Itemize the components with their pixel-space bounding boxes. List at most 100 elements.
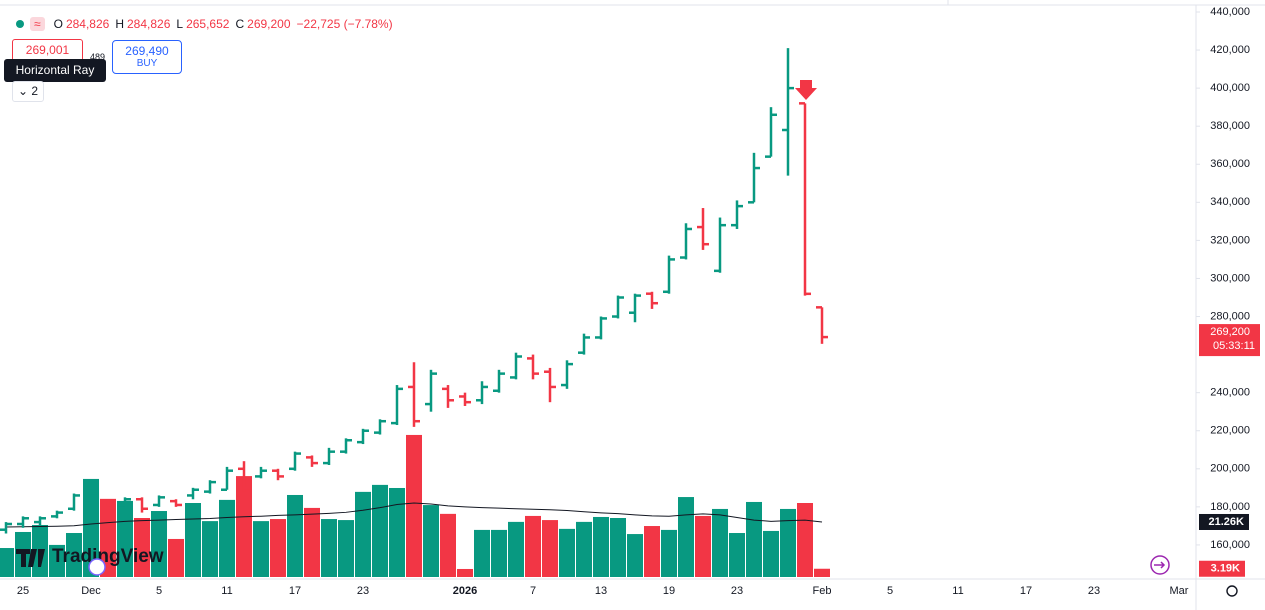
x-tick-label: 23 xyxy=(1088,585,1100,597)
x-tick-label: 17 xyxy=(1020,585,1032,597)
x-tick-label: 11 xyxy=(952,585,963,597)
volume-bar xyxy=(219,499,235,577)
volume-bar xyxy=(0,548,14,577)
y-tick-label: 420,000 xyxy=(1210,44,1250,56)
volume-bar xyxy=(457,568,473,577)
volume-bar xyxy=(100,498,116,577)
legend-value: 265,652 xyxy=(186,17,230,31)
y-tick-label: 180,000 xyxy=(1210,501,1250,513)
collapsed-count: 2 xyxy=(31,84,39,98)
price-pane xyxy=(0,48,828,534)
volume-bar xyxy=(814,568,830,577)
volume-bar xyxy=(406,434,422,577)
status-dot xyxy=(16,20,24,28)
ma-tag xyxy=(1199,513,1249,530)
event-icon[interactable] xyxy=(88,558,106,576)
x-tick-label: 17 xyxy=(289,585,301,597)
volume-bar xyxy=(661,529,677,577)
y-tick-label: 240,000 xyxy=(1210,387,1250,399)
volume-bar xyxy=(508,521,524,577)
volume-bar xyxy=(627,534,643,577)
volume-bar xyxy=(474,529,490,577)
legend: ≈ O 284,826 H 284,826 L 265,652 C 269,200 −2… xyxy=(16,17,393,31)
buy-price: 269,490 xyxy=(125,44,169,58)
settings-icon[interactable] xyxy=(1226,585,1238,597)
volume-bar xyxy=(644,526,660,577)
y-tick-label: 440,000 xyxy=(1210,6,1250,18)
ma-tag-label: 21.26K xyxy=(1209,516,1245,528)
x-tick-label: 19 xyxy=(663,585,675,597)
y-tick-label: 340,000 xyxy=(1210,196,1250,208)
volume-bar xyxy=(576,521,592,577)
logo-text: TradingView xyxy=(52,546,164,567)
volume-tag xyxy=(1199,560,1245,577)
volume-bar xyxy=(491,529,507,577)
volume-ma xyxy=(5,502,823,528)
volume-bar xyxy=(355,491,371,577)
volume-bar xyxy=(746,501,762,577)
spread: 489 xyxy=(90,52,106,62)
x-tick-label: Mar xyxy=(1170,585,1189,597)
y-tick-label: 200,000 xyxy=(1210,463,1250,475)
logo: TradingView xyxy=(16,546,164,567)
y-tick-label: 280,000 xyxy=(1210,310,1250,322)
volume-tag-label: 3.19K xyxy=(1211,563,1240,575)
volume-bar xyxy=(593,516,609,577)
y-tick-label: 360,000 xyxy=(1210,158,1250,170)
collapse-button[interactable]: ⌄ 2 xyxy=(12,81,44,102)
x-tick-label: 11 xyxy=(221,585,232,597)
volume-pane xyxy=(0,434,830,577)
volume-bar xyxy=(134,518,150,577)
buy-label: BUY xyxy=(136,58,158,69)
volume-bar xyxy=(440,513,456,577)
tooltip: Horizontal Ray xyxy=(4,59,106,82)
x-tick-label: 23 xyxy=(357,585,369,597)
legend-label: L xyxy=(176,17,184,31)
volume-bar xyxy=(236,476,252,577)
volume-bar xyxy=(338,520,354,577)
volume-bar xyxy=(117,500,133,577)
volume-bar xyxy=(304,507,320,577)
volume-bar xyxy=(270,519,286,577)
volume-bar xyxy=(678,497,694,577)
volume-bar xyxy=(168,538,184,577)
volume-bar xyxy=(321,519,337,577)
chevron: ⌄ xyxy=(17,84,32,98)
legend-label: H xyxy=(115,17,124,31)
legend-value: 269,200 xyxy=(247,17,291,31)
x-tick-label: 25 xyxy=(17,585,29,597)
sell-arrow xyxy=(795,80,817,100)
legend-value: 284,826 xyxy=(65,17,110,31)
volume-bar xyxy=(49,544,65,577)
legend-label: C xyxy=(235,17,245,31)
status-badge: ≈ xyxy=(30,17,45,31)
volume-bar xyxy=(525,515,541,577)
x-tick-label: Dec xyxy=(81,585,101,597)
goto-arrow xyxy=(1154,561,1166,569)
volume-bar xyxy=(729,533,745,577)
volume-bar xyxy=(202,521,218,577)
volume-bar xyxy=(763,530,779,577)
volume-bar xyxy=(797,502,813,577)
legend-label: O xyxy=(53,17,63,31)
volume-bar xyxy=(712,508,728,577)
price-tag xyxy=(1199,324,1260,357)
x-tick-label: 23 xyxy=(731,585,743,597)
volume-bar xyxy=(389,487,405,577)
y-tick-label: 380,000 xyxy=(1210,120,1250,132)
volume-bar xyxy=(372,484,388,577)
y-tick-label: 300,000 xyxy=(1210,272,1250,284)
y-tick-label: 160,000 xyxy=(1210,539,1250,551)
volume-bar xyxy=(695,515,711,577)
buy-button[interactable]: 269,490 BUY xyxy=(112,40,182,74)
volume-bar xyxy=(287,494,303,577)
x-tick-label: 5 xyxy=(156,585,162,597)
volume-bar xyxy=(185,502,201,577)
volume-bar xyxy=(780,508,796,577)
volume-bar xyxy=(542,520,558,577)
x-tick-label: 2026 xyxy=(453,585,477,597)
volume-bar xyxy=(151,511,167,577)
volume-bar xyxy=(423,505,439,577)
